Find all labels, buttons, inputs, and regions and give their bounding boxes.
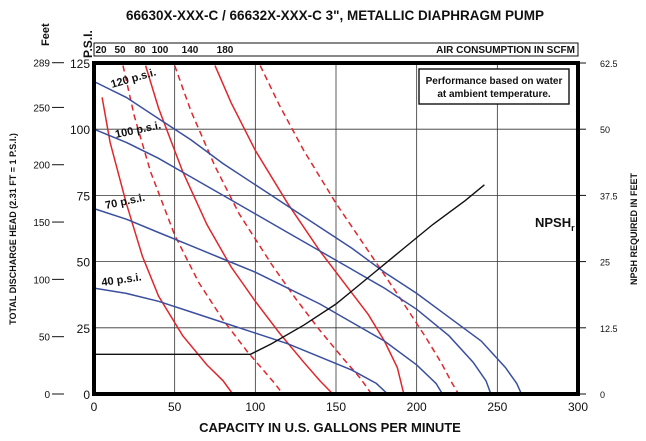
note-line-2: at ambient temperature. xyxy=(437,89,551,100)
x-tick-label: 300 xyxy=(568,400,588,414)
pressure-curve-70-psi xyxy=(93,207,444,395)
feet-tick-label: 200 xyxy=(33,161,50,172)
air-curve-100-scfm xyxy=(173,65,373,395)
label-npsh-sub: r xyxy=(571,223,575,233)
air-header-tick-label: 50 xyxy=(114,45,126,56)
pressure-curves xyxy=(93,80,523,395)
psi-tick-label: 75 xyxy=(77,189,91,203)
x-tick-label: 100 xyxy=(245,400,265,414)
npsh-tick-label: 0 xyxy=(600,390,605,400)
x-tick-label: 50 xyxy=(168,400,182,414)
x-tick-label: 0 xyxy=(91,400,98,414)
air-header-ticks: 20 50 80 100 140 180 xyxy=(95,45,233,56)
note-box xyxy=(418,68,570,105)
feet-tick-label: 150 xyxy=(33,218,50,229)
pressure-curve-100-psi xyxy=(93,128,492,395)
psi-tick-label: 100 xyxy=(70,123,90,137)
feet-unit-label: Feet xyxy=(40,23,52,46)
psi-unit-label: P.S.I. xyxy=(81,30,95,58)
air-header-tick-label: 140 xyxy=(182,45,199,56)
right-y-axis-title: NPSH REQUIRED IN FEET xyxy=(629,172,639,285)
label-40-psi: 40 p.s.i. xyxy=(101,271,143,289)
psi-tick-label: 125 xyxy=(70,57,90,71)
air-header-tick-label: 80 xyxy=(134,45,146,56)
x-tick-label: 250 xyxy=(487,400,507,414)
feet-tick-label: 100 xyxy=(33,275,50,286)
npsh-tick-label: 62.5 xyxy=(600,59,618,69)
pressure-curve-120-psi xyxy=(93,80,523,395)
label-100-psi: 100 p.s.i. xyxy=(114,120,162,141)
npsh-tick-label: 37.5 xyxy=(600,191,618,201)
feet-tick-label: 250 xyxy=(33,103,50,114)
npsh-curve-group xyxy=(94,184,485,355)
air-consumption-curves xyxy=(101,65,460,395)
psi-tick-label: 0 xyxy=(83,388,90,402)
air-curve-50-scfm xyxy=(122,65,284,395)
label-120-psi: 120 p.s.i. xyxy=(110,67,158,91)
air-curve-180-scfm xyxy=(259,65,460,395)
label-npsh-main: NPSH xyxy=(535,215,571,230)
npsh-tick-label: 50 xyxy=(600,125,610,135)
x-tick-label: 200 xyxy=(407,400,427,414)
note-line-1: Performance based on water xyxy=(426,76,563,87)
air-curve-140-scfm xyxy=(214,65,405,395)
npsh-tick-label: 25 xyxy=(600,258,610,268)
npsh-curve xyxy=(94,184,485,355)
feet-tick-label: 50 xyxy=(39,333,51,344)
psi-tick-label: 25 xyxy=(77,322,91,336)
x-tick-label: 150 xyxy=(326,400,346,414)
left-y-axis-title: TOTAL DISCHARGE HEAD (2.31 FT = 1 P.S.I.… xyxy=(8,133,18,325)
npsh-tick-label: 12.5 xyxy=(600,324,618,334)
psi-tick-label: 50 xyxy=(77,256,91,270)
air-header-tick-label: 180 xyxy=(217,45,234,56)
label-npsh: NPSHr xyxy=(535,215,575,233)
grid-lines xyxy=(93,62,579,395)
air-curve-20-scfm xyxy=(101,97,234,395)
air-header-tick-label: 100 xyxy=(152,45,169,56)
pressure-curve-40-psi xyxy=(93,287,389,395)
air-curve-80-scfm xyxy=(144,65,334,395)
label-70-psi: 70 p.s.i. xyxy=(104,192,146,212)
x-axis-title: CAPACITY IN U.S. GALLONS PER MINUTE xyxy=(199,420,461,435)
air-consumption-header xyxy=(93,42,579,57)
air-consumption-label: AIR CONSUMPTION IN SCFM xyxy=(436,45,575,56)
plot-frame xyxy=(92,61,580,396)
air-header-tick-label: 20 xyxy=(95,45,107,56)
chart-title: 66630X-XXX-C / 66632X-XXX-C 3", METALLIC… xyxy=(126,8,544,23)
feet-tick-label: 0 xyxy=(44,390,50,401)
feet-tick-label: 289 xyxy=(33,59,50,70)
